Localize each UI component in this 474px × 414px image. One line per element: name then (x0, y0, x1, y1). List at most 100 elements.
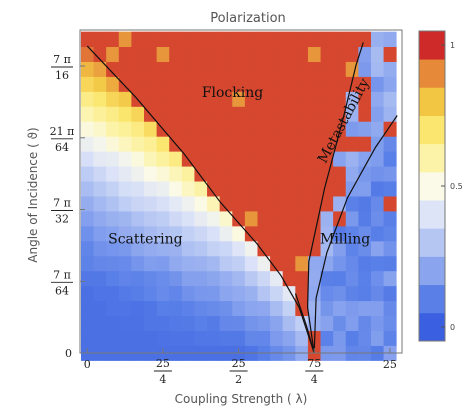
heatmap-cell (118, 211, 132, 227)
heatmap-cell (80, 270, 94, 287)
heatmap-cell (383, 61, 397, 77)
heatmap-cell (93, 300, 107, 317)
heatmap-cell (282, 46, 296, 62)
heatmap-cell (144, 330, 158, 346)
heatmap-cell (232, 211, 246, 227)
y-tick-numerator: 7 π (53, 268, 71, 281)
heatmap-cell (80, 61, 94, 77)
heatmap-cell (118, 106, 132, 122)
y-tick-denominator: 32 (55, 212, 69, 225)
heatmap-cell (207, 151, 221, 167)
heatmap-cell (295, 225, 309, 242)
heatmap-cell (93, 225, 107, 242)
heatmap-cell (320, 61, 334, 77)
heatmap-cell (156, 225, 170, 242)
heatmap-cell (345, 240, 359, 257)
heatmap-cell (80, 330, 94, 346)
heatmap-cell (244, 196, 258, 212)
heatmap-cell (219, 61, 233, 77)
chart-title: Polarization (210, 11, 286, 26)
heatmap-cell (358, 255, 372, 272)
heatmap-cell (181, 240, 195, 257)
heatmap-cell (383, 240, 397, 257)
heatmap-cell (131, 136, 145, 152)
heatmap-cell (80, 136, 94, 152)
heatmap-cell (383, 166, 397, 182)
heatmap-cell (282, 196, 296, 212)
heatmap-cell (244, 181, 258, 197)
x-tick-label: 0 (84, 358, 91, 371)
heatmap-cell (282, 330, 296, 346)
heatmap-cell (106, 76, 120, 92)
heatmap-cell (169, 76, 183, 92)
heatmap-cell (131, 151, 145, 167)
heatmap-cell (333, 270, 347, 287)
heatmap-cell (219, 91, 233, 107)
heatmap-cell (144, 181, 158, 197)
heatmap-cell (333, 136, 347, 152)
heatmap-cell (106, 240, 120, 257)
heatmap-cell (257, 255, 271, 272)
heatmap-cell (219, 46, 233, 62)
heatmap-cell (181, 46, 195, 62)
heatmap-cell (345, 121, 359, 137)
heatmap-cell (207, 211, 221, 227)
heatmap-cell (320, 196, 334, 212)
heatmap-cell (320, 91, 334, 107)
heatmap-cell (383, 31, 397, 48)
heatmap-cell (118, 330, 132, 346)
heatmap-cell (244, 76, 258, 92)
heatmap-cell (156, 151, 170, 167)
heatmap-cell (93, 166, 107, 182)
heatmap-cell (257, 136, 271, 152)
heatmap-cell (345, 270, 359, 287)
colorbar-swatch (419, 171, 445, 201)
heatmap-cell (370, 106, 384, 122)
heatmap-cell (232, 106, 246, 122)
heatmap-cell (156, 315, 170, 331)
heatmap-cell (106, 315, 120, 331)
heatmap-cell (93, 270, 107, 287)
heatmap-cell (307, 46, 321, 62)
heatmap-cell (307, 136, 321, 152)
heatmap-cell (345, 166, 359, 182)
heatmap-cell (282, 285, 296, 302)
heatmap-cell (207, 196, 221, 212)
heatmap-cell (383, 211, 397, 227)
heatmap-cell (169, 255, 183, 272)
heatmap-cell (156, 255, 170, 272)
heatmap-cell (144, 315, 158, 331)
heatmap-cell (257, 285, 271, 302)
heatmap-cell (232, 181, 246, 197)
heatmap-cell (307, 196, 321, 212)
heatmap-cell (320, 330, 334, 346)
heatmap-cell (333, 315, 347, 331)
heatmap-cell (169, 270, 183, 287)
heatmap-cell (106, 91, 120, 107)
heatmap-cell (144, 211, 158, 227)
heatmap-cell (295, 181, 309, 197)
heatmap-cell (181, 31, 195, 48)
heatmap-cell (144, 91, 158, 107)
heatmap-cell (80, 196, 94, 212)
heatmap-cell (106, 300, 120, 317)
heatmap-cell (131, 270, 145, 287)
heatmap-cell (270, 166, 284, 182)
heatmap-cell (358, 91, 372, 107)
heatmap-cell (358, 270, 372, 287)
heatmap-cell (345, 46, 359, 62)
heatmap-cell (194, 300, 208, 317)
heatmap-cell (207, 225, 221, 242)
heatmap-cell (181, 225, 195, 242)
heatmap-cell (194, 151, 208, 167)
heatmap-cell (370, 315, 384, 331)
heatmap-cell (144, 225, 158, 242)
heatmap-cell (169, 240, 183, 257)
heatmap-cell (257, 315, 271, 331)
heatmap-cell (219, 225, 233, 242)
heatmap-cell (106, 225, 120, 242)
heatmap-cell (295, 91, 309, 107)
heatmap-cell (207, 166, 221, 182)
heatmap-cell (219, 240, 233, 257)
